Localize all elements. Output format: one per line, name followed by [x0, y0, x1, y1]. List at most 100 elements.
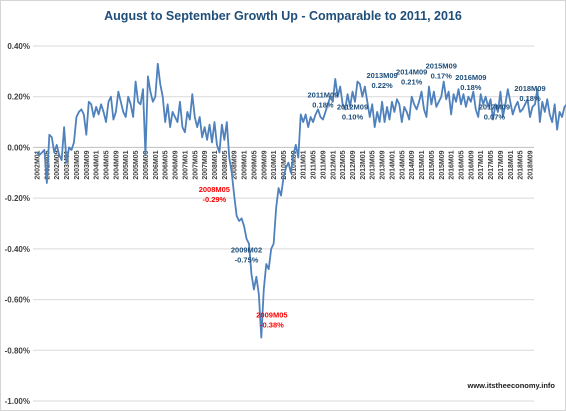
annotation: 2008M05-0.29%: [199, 185, 230, 204]
x-tick-label: 2013M05: [370, 150, 377, 179]
x-tick-label: 2008M05: [222, 150, 229, 179]
x-tick-label: 2003M01: [64, 150, 71, 179]
annotations: 2008M05-0.29%2009M02-0.75%2009M05-0.38%2…: [199, 62, 546, 330]
annotation-label: 2018M09: [514, 84, 545, 93]
x-tick-label: 2009M05: [251, 150, 258, 179]
x-tick-label: 2007M09: [202, 150, 209, 179]
annotation-value: 0.17%: [431, 72, 453, 81]
x-tick-label: 2013M09: [380, 150, 387, 179]
x-tick-label: 2017M05: [488, 150, 495, 179]
annotation-label: 2013M09: [366, 71, 397, 80]
x-tick-label: 2012M05: [340, 150, 347, 179]
x-tick-label: 2012M09: [350, 150, 357, 179]
x-tick-label: 2006M01: [153, 150, 160, 179]
annotation-label: 2015M09: [426, 62, 457, 71]
x-tick-label: 2015M05: [429, 150, 436, 179]
x-tick-label: 2014M05: [399, 150, 406, 179]
x-tick-label: 2007M01: [182, 150, 189, 179]
x-tick-label: 2016M05: [458, 150, 465, 179]
y-tick-label: -0.40%: [5, 245, 30, 254]
y-tick-label: 0.00%: [7, 143, 30, 152]
annotation-value: 0.21%: [401, 78, 423, 87]
x-tick-label: 2010M09: [291, 150, 298, 179]
x-tick-label: 2006M09: [173, 150, 180, 179]
x-tick-label: 2003M09: [84, 150, 91, 179]
x-tick-label: 2002M01: [35, 150, 42, 179]
x-tick-label: 2008M01: [212, 150, 219, 179]
annotation-label: 2011M09: [308, 91, 339, 100]
annotation: 2009M05-0.38%: [256, 310, 287, 329]
annotation-value: 0.18%: [519, 94, 541, 103]
annotation-label: 2014M09: [396, 68, 427, 77]
x-tick-label: 2016M01: [449, 150, 456, 179]
x-tick-label: 2018M01: [508, 150, 515, 179]
x-tick-label: 2014M09: [409, 150, 416, 179]
annotation-value: 0.10%: [342, 113, 364, 122]
x-tick-label: 2009M01: [242, 150, 249, 179]
annotation-value: -0.75%: [235, 256, 259, 265]
annotation-value: 0.22%: [371, 81, 393, 90]
series-line: [36, 62, 566, 339]
annotation: 2009M02-0.75%: [231, 246, 262, 265]
series-layer: [36, 62, 566, 339]
x-tick-label: 2009M09: [261, 150, 268, 179]
annotation-label: 2009M05: [256, 310, 287, 319]
annotation-label: 2009M02: [231, 246, 262, 255]
x-tick-label: 2011M01: [301, 150, 308, 179]
x-tick-label: 2004M09: [113, 150, 120, 179]
x-tick-label: 2015M09: [439, 150, 446, 179]
x-tick-label: 2004M01: [94, 150, 101, 179]
annotation-value: -0.29%: [202, 195, 226, 204]
annotation-value: 0.18%: [312, 101, 334, 110]
y-tick-label: -0.20%: [5, 194, 30, 203]
x-tick-label: 2017M09: [498, 150, 505, 179]
gridlines: [33, 45, 534, 402]
x-tick-label: 2011M05: [311, 150, 318, 179]
x-tick-label: 2007M05: [192, 150, 199, 179]
y-tick-label: -0.60%: [5, 296, 30, 305]
x-tick-label: 2010M05: [281, 150, 288, 179]
annotation-value: 0.07%: [484, 113, 506, 122]
x-tick-label: 2003M05: [74, 150, 81, 179]
x-tick-label: 2005M05: [133, 150, 140, 179]
x-tick-label: 2017M01: [478, 150, 485, 179]
x-tick-label: 2008M09: [232, 150, 239, 179]
y-axis-tick-labels: 0.40% 0.20% 0.00% -0.20% -0.40% -0.60% -0.80% -…: [5, 42, 30, 406]
x-tick-label: 2012M01: [330, 150, 337, 179]
y-tick-label: -1.00%: [5, 397, 30, 406]
annotation-label: 2016M09: [455, 73, 486, 82]
annotation-value: 0.18%: [460, 83, 482, 92]
annotation-label: 2012M09: [337, 103, 368, 112]
y-tick-label: -0.80%: [5, 346, 30, 355]
x-tick-label: 2005M09: [143, 150, 150, 179]
x-tick-label: 2014M01: [389, 150, 396, 179]
annotation-label: 2008M05: [199, 185, 230, 194]
annotation-label: 2017M09: [479, 103, 510, 112]
y-tick-label: 0.40%: [7, 42, 30, 51]
x-tick-label: 2004M05: [104, 150, 111, 179]
chart-title: August to September Growth Up - Comparab…: [104, 9, 462, 23]
x-tick-label: 2010M01: [271, 150, 278, 179]
x-tick-label: 2005M01: [123, 150, 130, 179]
x-tick-label: 2018M09: [528, 150, 535, 179]
x-tick-label: 2015M01: [419, 150, 426, 179]
x-tick-label: 2016M09: [468, 150, 475, 179]
x-tick-label: 2002M09: [54, 150, 61, 179]
x-tick-label: 2006M05: [163, 150, 170, 179]
x-tick-label: 2013M01: [360, 150, 367, 179]
x-tick-label: 2018M05: [518, 150, 525, 179]
y-tick-label: 0.20%: [7, 93, 30, 102]
source-credit: www.itstheeconomy.info: [466, 381, 555, 390]
x-tick-label: 2011M09: [320, 150, 327, 179]
annotation-value: -0.38%: [260, 320, 284, 329]
